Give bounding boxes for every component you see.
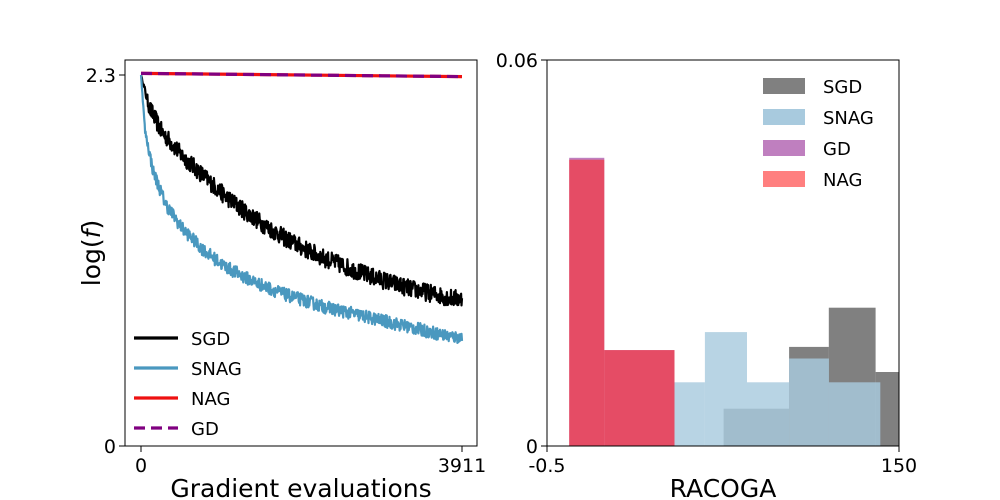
right-legend-label-nag: NAG (823, 170, 862, 191)
right-ticks (541, 59, 900, 452)
left-series-sgd (139, 74, 464, 307)
left-legend-label-gd: GD (191, 419, 219, 440)
right-bar-nag-0 (569, 159, 605, 446)
right-legend-swatch-gd (763, 140, 805, 156)
left-ticks (119, 74, 463, 452)
right-x-tick-0: -0.5 (528, 455, 565, 477)
right-axes-frame (546, 59, 900, 447)
left-legend-label-sgd: SGD (191, 329, 230, 350)
right-legend-swatch-sgd (763, 78, 805, 94)
left-x-axis-label: Gradient evaluations (170, 474, 431, 500)
right-y-tick-0: 0 (526, 436, 538, 458)
right-legend-item-nag: NAG (763, 170, 862, 191)
right-bar-snag-3 (789, 358, 829, 446)
right-bar-snag-2 (747, 382, 790, 446)
right-bars (569, 157, 899, 446)
left-series-snag (139, 74, 464, 344)
left-axes-frame (124, 59, 478, 447)
right-legend-label-sgd: SGD (823, 77, 862, 98)
right-x-tick-1: 150 (881, 455, 917, 477)
left-legend-item-sgd: SGD (134, 329, 230, 350)
right-legend-item-sgd: SGD (763, 77, 862, 98)
right-legend-swatch-snag (763, 109, 805, 125)
left-legend: SGD SNAG NAG GD (134, 329, 242, 440)
left-y-tick-1: 2.3 (86, 65, 116, 87)
left-x-tick-0: 0 (135, 455, 147, 477)
left-legend-item-snag: SNAG (134, 359, 242, 380)
left-y-axis-label: log(f) (77, 220, 106, 286)
right-legend: SGD SNAG GD NAG (763, 77, 874, 191)
right-plot-area (569, 157, 899, 446)
left-x-tick-1: 3911 (438, 455, 486, 477)
right-bar-sgd-3 (875, 372, 899, 446)
right-x-axis-label: RACOGA (670, 474, 777, 500)
right-legend-swatch-nag (763, 171, 805, 187)
left-legend-label-nag: NAG (191, 389, 230, 410)
right-bar-snag-1 (704, 332, 747, 446)
right-bar-snag-4 (828, 382, 881, 446)
left-plot-area (139, 71, 464, 344)
left-y-tick-0: 0 (104, 436, 116, 458)
right-legend-label-snag: SNAG (823, 108, 874, 129)
right-legend-item-snag: SNAG (763, 108, 874, 129)
left-legend-label-snag: SNAG (191, 359, 242, 380)
right-y-tick-1: 0.06 (496, 50, 538, 72)
right-legend-item-gd: GD (763, 139, 851, 160)
left-series-gd (140, 71, 463, 79)
left-legend-item-gd: GD (134, 419, 219, 440)
right-legend-label-gd: GD (823, 139, 851, 160)
left-legend-item-nag: NAG (134, 389, 230, 410)
left-chart: 0 3911 0 2.3 Gradient evaluations log(f)… (77, 59, 486, 500)
right-bar-nag-1 (604, 350, 675, 446)
right-chart: -0.5 150 0 0.06 RACOGA SGD SNAG GD NAG (496, 50, 917, 500)
